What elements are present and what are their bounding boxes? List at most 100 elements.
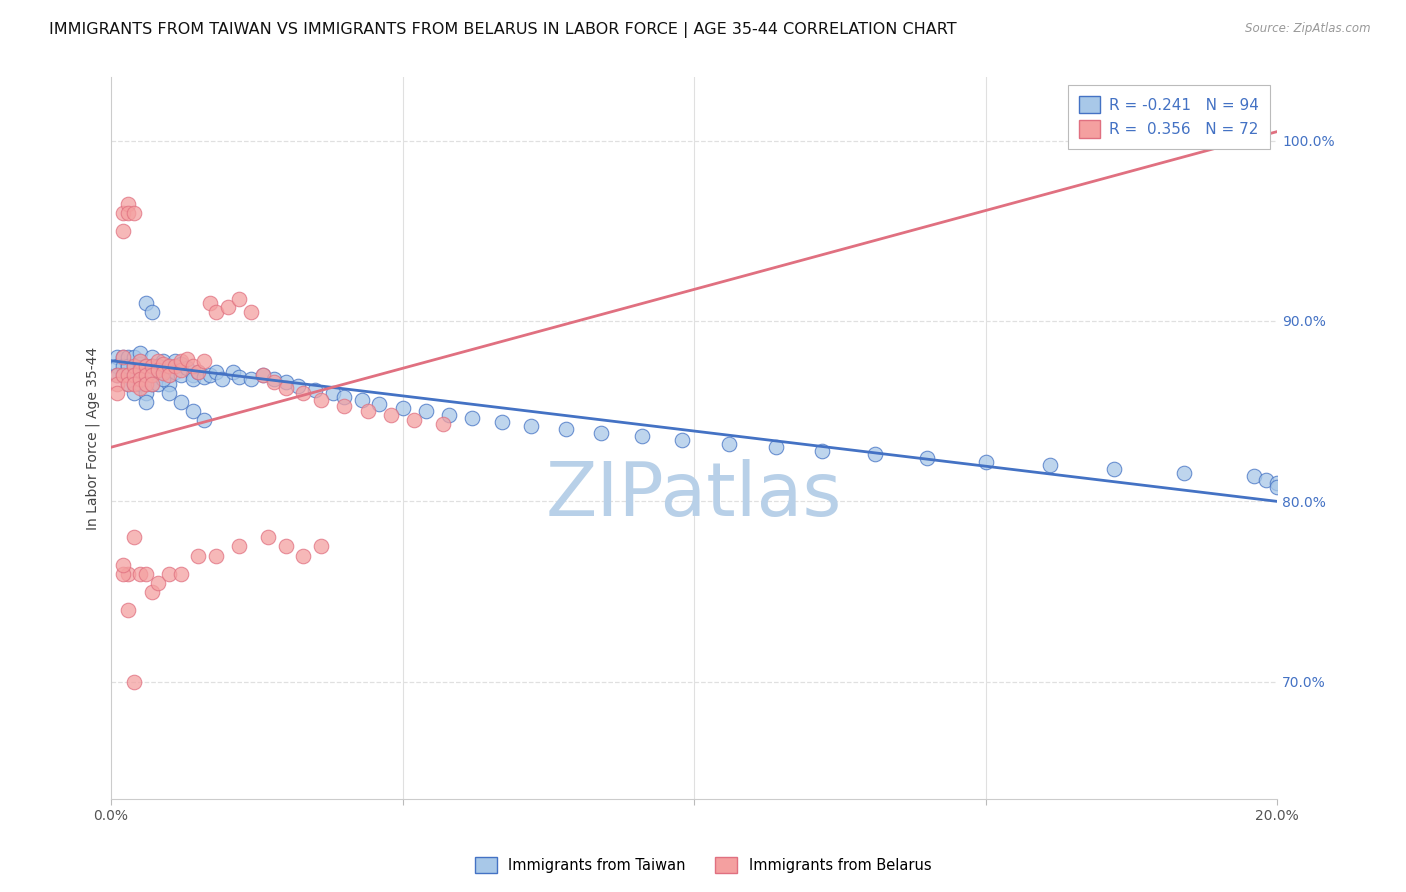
Point bbox=[974, 455, 997, 469]
Point bbox=[205, 364, 228, 378]
Point bbox=[117, 377, 139, 392]
Point bbox=[170, 353, 193, 368]
Point bbox=[765, 440, 787, 454]
Point bbox=[135, 296, 157, 310]
Point bbox=[391, 401, 413, 415]
Point bbox=[263, 376, 285, 390]
Point bbox=[111, 206, 134, 220]
Point bbox=[117, 368, 139, 383]
Point bbox=[274, 540, 297, 554]
Point bbox=[141, 368, 163, 383]
Point bbox=[170, 566, 193, 581]
Point bbox=[205, 305, 228, 319]
Point bbox=[181, 359, 204, 373]
Point bbox=[239, 305, 262, 319]
Point bbox=[718, 436, 741, 450]
Point bbox=[228, 540, 250, 554]
Point bbox=[141, 359, 163, 373]
Point bbox=[304, 383, 326, 397]
Point bbox=[404, 413, 426, 427]
Point bbox=[350, 393, 373, 408]
Point bbox=[111, 359, 134, 373]
Point bbox=[135, 566, 157, 581]
Point bbox=[461, 411, 484, 425]
Point bbox=[170, 357, 193, 371]
Point bbox=[520, 418, 543, 433]
Point bbox=[292, 386, 315, 401]
Point bbox=[1173, 466, 1195, 480]
Point bbox=[589, 425, 612, 440]
Point bbox=[129, 381, 152, 395]
Point bbox=[135, 359, 157, 373]
Point bbox=[111, 350, 134, 364]
Point bbox=[152, 367, 174, 381]
Point bbox=[415, 404, 437, 418]
Point bbox=[111, 224, 134, 238]
Text: IMMIGRANTS FROM TAIWAN VS IMMIGRANTS FROM BELARUS IN LABOR FORCE | AGE 35-44 COR: IMMIGRANTS FROM TAIWAN VS IMMIGRANTS FRO… bbox=[49, 22, 957, 38]
Point bbox=[141, 368, 163, 383]
Point bbox=[135, 395, 157, 409]
Point bbox=[157, 368, 180, 383]
Point bbox=[228, 293, 250, 307]
Point bbox=[141, 584, 163, 599]
Point bbox=[274, 381, 297, 395]
Point bbox=[252, 368, 274, 383]
Point bbox=[257, 531, 280, 545]
Point bbox=[135, 359, 157, 373]
Point bbox=[356, 404, 378, 418]
Point bbox=[157, 359, 180, 373]
Point bbox=[187, 549, 209, 563]
Point bbox=[129, 346, 152, 360]
Point bbox=[274, 376, 297, 390]
Point bbox=[141, 350, 163, 364]
Point bbox=[181, 372, 204, 386]
Point bbox=[170, 395, 193, 409]
Point bbox=[117, 196, 139, 211]
Point bbox=[671, 433, 693, 447]
Point bbox=[129, 357, 152, 371]
Point bbox=[135, 377, 157, 392]
Point bbox=[141, 377, 163, 392]
Point bbox=[122, 368, 145, 383]
Point bbox=[181, 404, 204, 418]
Point bbox=[111, 350, 134, 364]
Point bbox=[111, 566, 134, 581]
Point bbox=[170, 368, 193, 383]
Point bbox=[165, 359, 187, 373]
Text: ZIPatlas: ZIPatlas bbox=[546, 459, 842, 533]
Point bbox=[117, 359, 139, 373]
Point bbox=[176, 360, 198, 375]
Point bbox=[863, 448, 886, 462]
Point bbox=[129, 566, 152, 581]
Point bbox=[105, 386, 128, 401]
Point bbox=[333, 390, 356, 404]
Point bbox=[368, 397, 391, 411]
Point bbox=[129, 360, 152, 375]
Point bbox=[432, 417, 454, 431]
Point bbox=[491, 415, 513, 429]
Point bbox=[117, 359, 139, 373]
Point bbox=[211, 372, 233, 386]
Point bbox=[193, 370, 215, 384]
Point bbox=[157, 566, 180, 581]
Point bbox=[170, 362, 193, 376]
Point bbox=[122, 674, 145, 689]
Point bbox=[187, 364, 209, 378]
Point bbox=[146, 368, 169, 383]
Point bbox=[152, 372, 174, 386]
Point bbox=[322, 386, 344, 401]
Point bbox=[122, 377, 145, 392]
Point bbox=[165, 353, 187, 368]
Point bbox=[157, 386, 180, 401]
Point bbox=[122, 368, 145, 383]
Point bbox=[117, 566, 139, 581]
Point bbox=[1102, 462, 1125, 476]
Point bbox=[117, 377, 139, 392]
Point bbox=[252, 368, 274, 383]
Point bbox=[309, 540, 332, 554]
Point bbox=[129, 362, 152, 376]
Point bbox=[141, 359, 163, 373]
Point bbox=[135, 386, 157, 401]
Point bbox=[198, 368, 221, 383]
Point bbox=[105, 368, 128, 383]
